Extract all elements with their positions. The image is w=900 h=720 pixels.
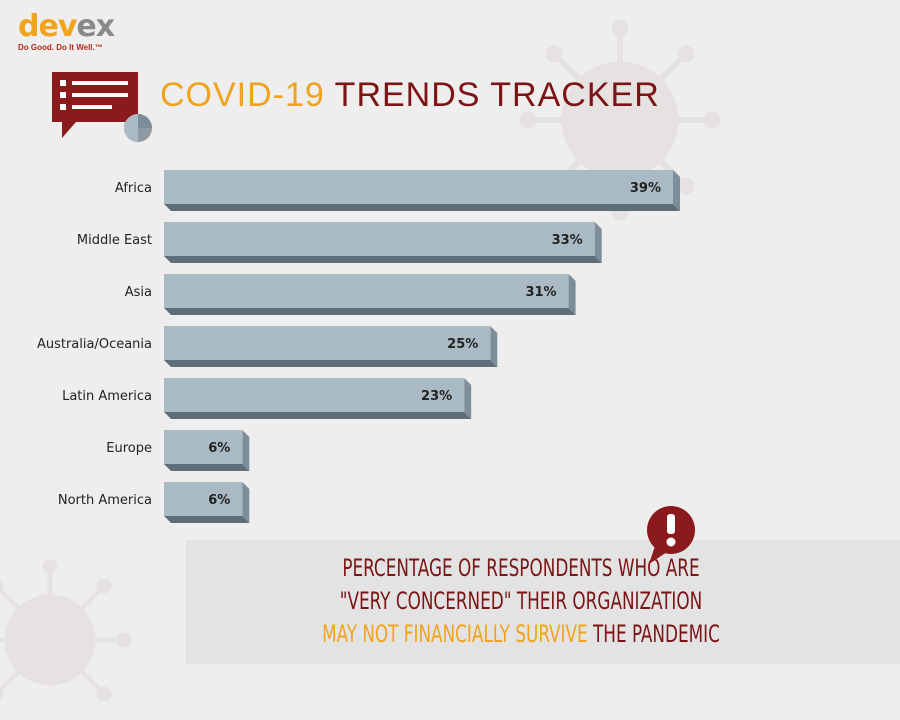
bar-bottom-1 <box>164 256 602 263</box>
bar-side-4 <box>464 378 472 419</box>
category-label: Middle East <box>77 233 152 248</box>
callout-line-2: "VERY CONCERNED" THEIR ORGANIZATION <box>339 587 703 615</box>
logo-dev-text: dev <box>18 9 77 44</box>
bar-6 <box>164 482 243 516</box>
bar-bottom-3 <box>164 360 498 367</box>
bar-bottom-6 <box>164 516 250 523</box>
virus-watermark-icon <box>0 560 132 702</box>
title-tracker: TRENDS TRACKER <box>334 76 660 114</box>
bar-2 <box>164 274 569 308</box>
bar-4 <box>164 378 465 412</box>
category-label: North America <box>58 493 152 508</box>
callout-line-1: PERCENTAGE OF RESPONDENTS WHO ARE <box>342 554 700 582</box>
bar-5 <box>164 430 243 464</box>
callout-highlight: MAY NOT FINANCIALLY SURVIVE <box>322 620 588 648</box>
bar-0 <box>164 170 673 204</box>
survey-report-icon <box>52 72 152 142</box>
bar-side-5 <box>242 430 250 471</box>
bar-side-0 <box>673 170 680 211</box>
bar-bottom-5 <box>164 464 250 471</box>
bar-side-2 <box>568 274 576 315</box>
data-label: 25% <box>447 337 478 352</box>
category-label: Latin America <box>62 389 152 404</box>
exclamation-bubble-icon <box>647 506 695 564</box>
category-label: Africa <box>115 181 152 196</box>
category-label: Australia/Oceania <box>37 337 152 352</box>
bar-bottom-0 <box>164 204 680 211</box>
logo-tagline: Do Good. Do It Well.™ <box>18 43 103 52</box>
bar-3 <box>164 326 491 360</box>
data-label: 31% <box>525 285 556 300</box>
data-label: 6% <box>208 441 230 456</box>
bar-chart: Africa 39% Middle East 33% Asia 31% Australia/… <box>37 170 680 523</box>
bar-1 <box>164 222 595 256</box>
page-title: COVID-19 TRENDS TRACKER <box>160 76 660 115</box>
bar-bottom-4 <box>164 412 472 419</box>
data-label: 6% <box>208 493 230 508</box>
bar-bottom-2 <box>164 308 576 315</box>
callout-line-3-rest: THE PANDEMIC <box>587 620 720 648</box>
bar-side-3 <box>490 326 498 367</box>
data-label: 39% <box>630 181 661 196</box>
logo-ex-text: ex <box>76 9 115 44</box>
callout-text: PERCENTAGE OF RESPONDENTS WHO ARE "VERY … <box>186 552 856 651</box>
bar-side-6 <box>242 482 250 523</box>
bar-side-1 <box>594 222 602 263</box>
category-label: Europe <box>106 441 152 456</box>
virus-watermark-icon <box>519 20 721 220</box>
data-label: 23% <box>421 389 452 404</box>
callout-line-3: MAY NOT FINANCIALLY SURVIVE THE PANDEMIC <box>260 618 783 651</box>
callout-panel <box>186 540 900 664</box>
data-label: 33% <box>552 233 583 248</box>
title-covid: COVID-19 <box>160 76 325 114</box>
category-label: Asia <box>125 285 152 300</box>
devex-logo: devex Do Good. Do It Well.™ <box>18 9 115 53</box>
